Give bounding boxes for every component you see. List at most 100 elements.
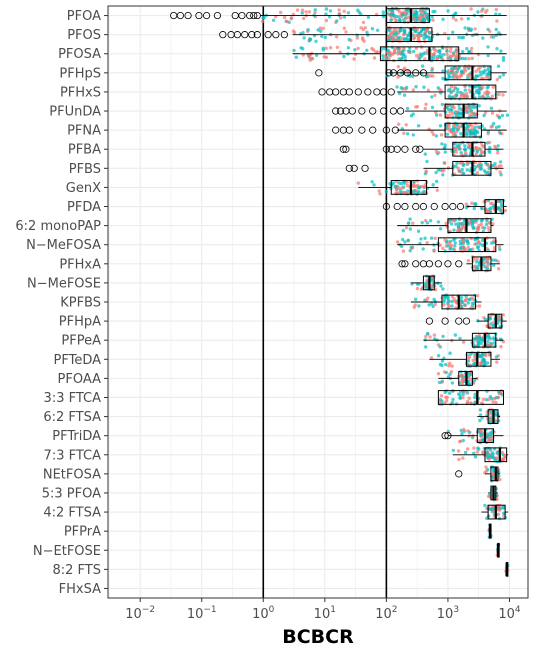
jitter-point (497, 124, 501, 129)
jitter-point (307, 10, 312, 14)
jitter-point (401, 33, 406, 37)
jitter-point (402, 20, 407, 24)
jitter-point (467, 297, 471, 302)
box-N−MeFOSA (437, 237, 497, 253)
jitter-point (346, 11, 351, 15)
jitter-point (482, 358, 486, 363)
jitter-point (428, 36, 432, 40)
jitter-point (473, 352, 477, 357)
jitter-point (338, 50, 342, 54)
jitter-point (462, 171, 466, 175)
jitter-point (315, 53, 319, 57)
y-tick-label: PFOA (67, 9, 101, 24)
jitter-point (449, 370, 454, 374)
jitter-point (475, 337, 479, 341)
outlier-point (326, 88, 334, 96)
jitter-point (450, 75, 455, 79)
jitter-point (428, 335, 432, 339)
jitter-point (365, 48, 369, 52)
jitter-point (491, 85, 495, 89)
jitter-point (485, 247, 489, 251)
jitter-point (411, 133, 415, 137)
jitter-point (472, 226, 476, 230)
jitter-point (466, 17, 470, 21)
jitter-point (374, 50, 378, 54)
jitter-point (438, 362, 443, 367)
jitter-point (479, 73, 483, 77)
jitter-point (313, 8, 317, 12)
outlier-point (213, 11, 222, 20)
jitter-point (447, 364, 451, 368)
jitter-point (459, 17, 464, 21)
jitter-point (495, 360, 499, 364)
jitter-point (471, 358, 475, 363)
jitter-point (473, 242, 477, 246)
jitter-point (408, 227, 412, 231)
jitter-point (416, 186, 421, 190)
jitter-point (377, 189, 381, 193)
jitter-point (335, 45, 340, 49)
jitter-point (481, 397, 486, 402)
jitter-point (435, 179, 439, 184)
jitter-point (393, 185, 397, 189)
outlier-point (264, 31, 272, 39)
jitter-point (457, 147, 462, 151)
jitter-point (448, 49, 453, 54)
jitter-point (431, 18, 435, 22)
jitter-point (479, 86, 483, 91)
jitter-point (476, 10, 480, 14)
jitter-point (447, 69, 451, 73)
jitter-point (432, 249, 436, 253)
jitter-point (445, 52, 449, 57)
jitter-point (425, 15, 430, 19)
jitter-point (440, 55, 444, 59)
outlier-point (391, 126, 399, 134)
jitter-point (295, 8, 300, 12)
jitter-point (505, 113, 510, 117)
y-tick-label: PFTeDA (54, 353, 102, 368)
outlier-point (315, 69, 323, 77)
box-PFOA (385, 8, 430, 23)
outlier-point (250, 11, 258, 20)
jitter-point (372, 183, 376, 187)
jitter-point (388, 54, 393, 58)
jitter-point (467, 73, 471, 77)
jitter-point (440, 102, 445, 107)
jitter-point (461, 438, 465, 443)
jitter-point (479, 222, 483, 226)
jitter-point (445, 49, 449, 53)
outlier-point (449, 202, 457, 211)
jitter-point (438, 345, 442, 349)
jitter-point (462, 427, 466, 432)
jitter-point (426, 88, 431, 92)
jitter-point (494, 258, 498, 262)
jitter-point (396, 46, 401, 51)
jitter-point (398, 28, 403, 33)
jitter-point (474, 112, 478, 116)
box-PFBA (452, 141, 486, 157)
jitter-point (434, 170, 438, 175)
jitter-point (483, 317, 488, 322)
jitter-point (459, 222, 463, 226)
jitter-point (468, 76, 472, 80)
jitter-point (477, 146, 481, 151)
jitter-point (383, 46, 387, 51)
jitter-point (448, 372, 452, 376)
jitter-point (464, 131, 469, 136)
jitter-point (410, 246, 414, 250)
jitter-point (405, 132, 410, 136)
y-tick-label: 5:3 PFOA (42, 486, 101, 501)
jitter-point (405, 106, 410, 111)
outlier-point (379, 107, 388, 115)
jitter-point (314, 39, 318, 43)
jitter-point (491, 465, 495, 470)
jitter-point (474, 90, 479, 94)
jitter-point (491, 35, 496, 39)
jitter-point (497, 390, 501, 394)
jitter-point (425, 331, 430, 336)
jitter-point (495, 113, 499, 118)
jitter-point (453, 333, 458, 337)
outlier-point (393, 145, 401, 153)
jitter-point (465, 125, 469, 129)
